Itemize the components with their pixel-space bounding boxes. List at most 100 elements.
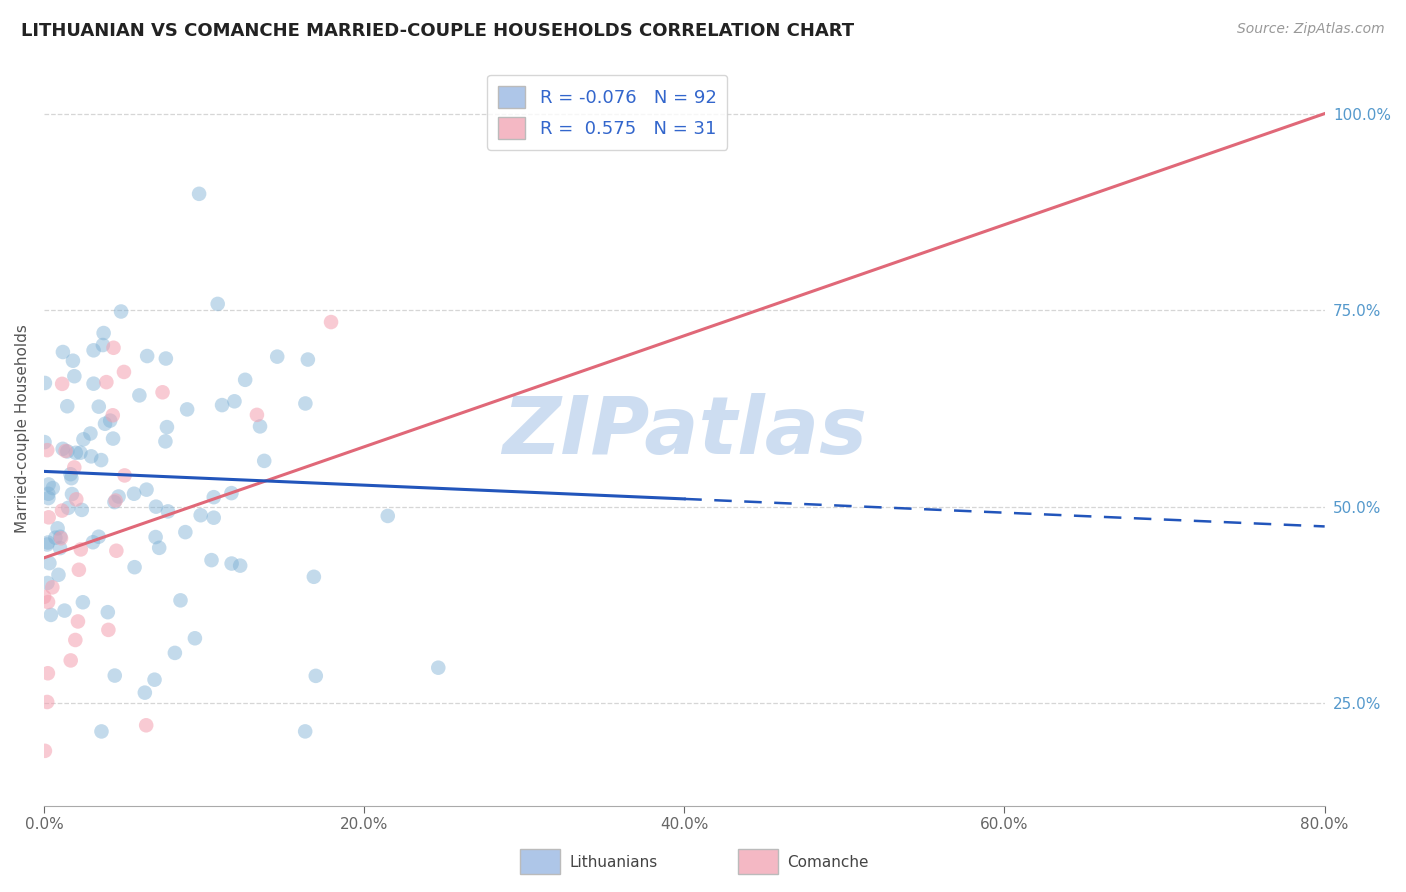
Point: [101, 409, 124, 423]
Point: [246, 408, 269, 422]
Point: [134, 686, 156, 700]
Point: [249, 419, 271, 434]
Point: [211, 398, 233, 412]
Point: [98, 414, 121, 428]
Point: [224, 394, 246, 409]
Point: [60, 471, 83, 485]
Point: [65, 446, 87, 460]
Point: [32, 590, 55, 604]
Point: [148, 541, 170, 555]
Text: Source: ZipAtlas.com: Source: ZipAtlas.com: [1237, 22, 1385, 37]
Point: [110, 304, 132, 318]
Point: [229, 558, 252, 573]
Point: [188, 186, 211, 201]
Point: [37, 666, 59, 681]
Point: [38, 556, 60, 570]
Point: [122, 487, 145, 501]
Point: [253, 454, 276, 468]
Point: [96, 375, 118, 389]
Point: [103, 341, 125, 355]
Point: [156, 420, 179, 434]
Point: [87, 400, 110, 414]
Point: [377, 508, 399, 523]
Legend: R = -0.076   N = 92, R =  0.575   N = 31: R = -0.076 N = 92, R = 0.575 N = 31: [488, 75, 727, 150]
Point: [169, 593, 191, 607]
Text: ZIPatlas: ZIPatlas: [502, 392, 866, 471]
Point: [207, 297, 229, 311]
Y-axis label: Married-couple Households: Married-couple Households: [15, 324, 30, 533]
Point: [34, 744, 56, 758]
Point: [112, 365, 135, 379]
Text: Comanche: Comanche: [787, 855, 869, 870]
Point: [56, 444, 79, 458]
Point: [302, 570, 325, 584]
Point: [91, 338, 114, 352]
Point: [44, 531, 66, 545]
Text: LITHUANIAN VS COMANCHE MARRIED-COUPLE HOUSEHOLDS CORRELATION CHART: LITHUANIAN VS COMANCHE MARRIED-COUPLE HO…: [21, 22, 855, 40]
Point: [155, 351, 177, 366]
Point: [34, 376, 56, 390]
Point: [37, 695, 59, 709]
Point: [34, 435, 56, 450]
Point: [72, 595, 94, 609]
Point: [83, 376, 105, 391]
Point: [37, 487, 59, 501]
Point: [59, 653, 82, 667]
Point: [107, 490, 129, 504]
Point: [105, 543, 128, 558]
Point: [37, 576, 59, 591]
Point: [202, 490, 225, 504]
Point: [124, 560, 146, 574]
Point: [104, 668, 127, 682]
Point: [37, 537, 59, 551]
Point: [152, 385, 174, 400]
Point: [42, 481, 65, 495]
Point: [297, 352, 319, 367]
Point: [38, 510, 60, 524]
Point: [72, 432, 94, 446]
Point: [38, 477, 60, 491]
Point: [305, 669, 328, 683]
Point: [56, 500, 79, 515]
Point: [83, 343, 105, 358]
Point: [41, 580, 63, 594]
Point: [70, 503, 93, 517]
Point: [67, 563, 90, 577]
Point: [114, 468, 136, 483]
Point: [53, 604, 76, 618]
Point: [143, 673, 166, 687]
Point: [37, 443, 59, 458]
Point: [49, 530, 72, 544]
Point: [55, 444, 77, 458]
Point: [69, 542, 91, 557]
Point: [184, 632, 207, 646]
Point: [145, 530, 167, 544]
Point: [51, 503, 73, 517]
Point: [52, 442, 75, 456]
Point: [104, 493, 127, 508]
Point: [94, 417, 117, 431]
Point: [51, 376, 73, 391]
Point: [37, 595, 59, 609]
Point: [202, 510, 225, 524]
Point: [63, 460, 86, 475]
Point: [37, 491, 59, 505]
Point: [135, 483, 157, 497]
Point: [294, 724, 316, 739]
Point: [156, 504, 179, 518]
Point: [221, 486, 243, 500]
Point: [37, 535, 59, 549]
Point: [63, 369, 86, 384]
Point: [69, 446, 91, 460]
Point: [66, 615, 89, 629]
Point: [103, 495, 125, 509]
Point: [155, 434, 177, 449]
Point: [101, 432, 124, 446]
Point: [56, 399, 79, 413]
Point: [49, 541, 72, 555]
Point: [174, 525, 197, 540]
Text: Lithuanians: Lithuanians: [569, 855, 658, 870]
Point: [427, 661, 450, 675]
Point: [97, 605, 120, 619]
Point: [46, 521, 69, 535]
